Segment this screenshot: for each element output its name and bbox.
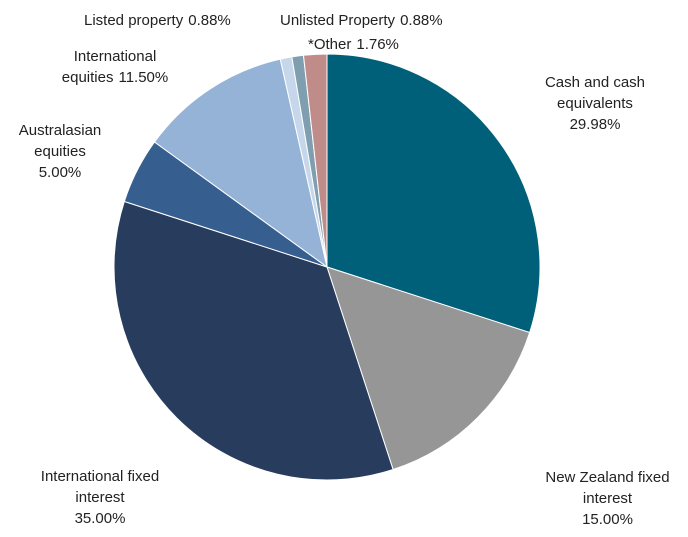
pie-slice [326,266,531,471]
pie-slice [302,53,328,268]
value-label: 15.00% [582,511,633,528]
category-name: International equities [61,48,157,86]
category-name: Listed property [84,12,184,29]
slice-label: Australasian equities 5.00% [5,120,115,183]
pie-slice [153,58,328,269]
slice-label: International equities 11.50% [40,46,190,88]
value-label: 35.00% [74,510,126,527]
category-name: International fixed interest [40,468,160,506]
value-label: 0.88% [400,12,443,29]
value-label: 5.00% [38,164,82,181]
pie-slice [113,200,394,481]
slice-label: Unlisted Property 0.88% [280,10,510,31]
slice-label: *Other 1.76% [308,34,458,55]
slice-label: International fixed interest 35.00% [30,466,170,529]
slice-label: New Zealand fixed interest 15.00% [545,467,670,530]
category-name: Unlisted Property [280,12,396,29]
value-label: 11.50% [118,69,169,86]
value-label: 0.88% [188,12,231,29]
category-name: Cash and cash equivalents [544,74,646,112]
category-name: Australasian equities [18,122,102,160]
slice-label: Listed property 0.88% [84,10,284,31]
value-label: 29.98% [569,116,621,133]
value-label: 1.76% [356,36,399,53]
category-name: *Other [308,36,352,53]
category-name: New Zealand fixed interest [545,469,670,507]
slice-label: Cash and cash equivalents 29.98% [520,72,670,135]
pie-slice [326,53,541,334]
